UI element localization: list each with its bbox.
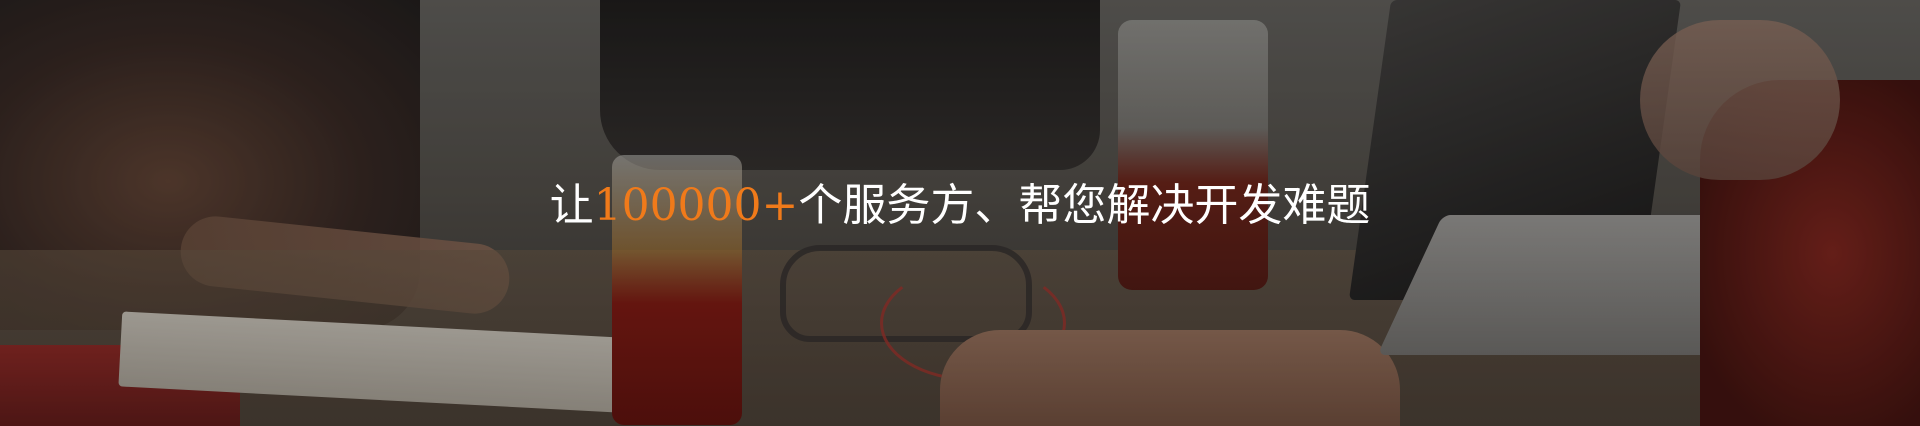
background-photo [1118,20,1268,290]
background-photo [600,0,1100,170]
background-photo [940,330,1400,426]
headline-suffix: 个服务方、帮您解决开发难题 [798,180,1371,231]
banner-headline: 让100000+个服务方、帮您解决开发难题 [0,178,1920,234]
headline-highlight-number: 100000+ [593,180,799,231]
background-photo [612,155,742,425]
headline-prefix: 让 [549,180,594,231]
background-photo [1640,20,1840,180]
